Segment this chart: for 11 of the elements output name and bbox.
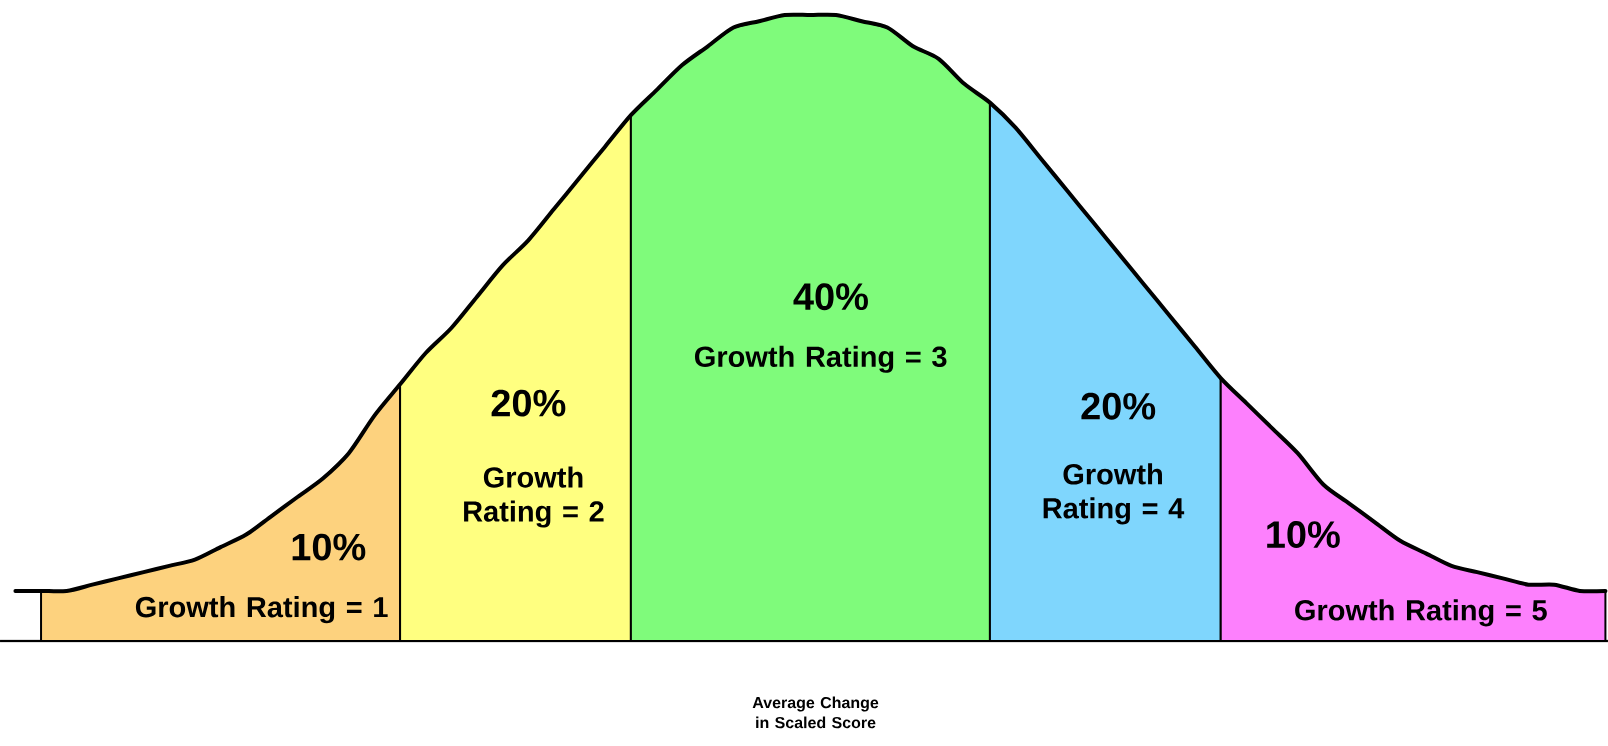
annotation: 40% (793, 283, 868, 311)
annotation: 20% (491, 389, 566, 417)
series-label: Growth Rating = 1 (135, 596, 388, 624)
series-label: Growth Rating = 5 (1295, 599, 1547, 627)
x-axis-title: Average Change in Scaled Score (752, 696, 879, 729)
series-label: Growth Rating = 3 (694, 345, 947, 373)
annotation: 10% (1267, 521, 1340, 549)
annotation: 10% (292, 533, 366, 561)
annotation: 20% (1081, 392, 1156, 420)
series-label: Growth Rating = 2 (464, 466, 604, 528)
series-label: Growth Rating = 4 (1043, 463, 1185, 525)
